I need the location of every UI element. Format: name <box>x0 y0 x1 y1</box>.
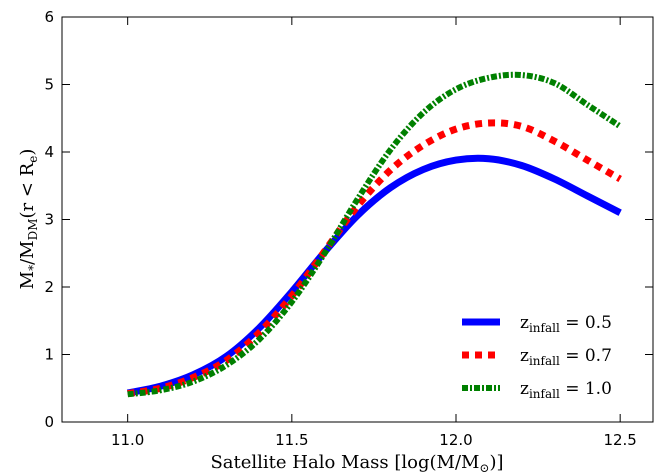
legend-label-2: zinfall = 1.0 <box>520 379 612 401</box>
legend-label-0: zinfall = 0.5 <box>520 313 612 335</box>
y-tick-label: 3 <box>44 211 54 229</box>
x-axis-label: Satellite Halo Mass [log(M/M⊙)] <box>210 452 503 474</box>
x-tick-label: 12.0 <box>439 431 472 449</box>
y-tick-label: 1 <box>44 346 54 364</box>
series-line-0 <box>126 154 622 397</box>
y-tick-label: 0 <box>44 413 54 431</box>
x-tick-label: 12.5 <box>603 431 636 449</box>
legend-label-1: zinfall = 0.7 <box>520 346 612 368</box>
y-tick-label: 6 <box>44 8 54 26</box>
x-tick-label: 11.0 <box>111 431 144 449</box>
y-tick-label: 4 <box>44 143 54 161</box>
y-axis-label: M*/MDM(r < Re) <box>17 149 40 290</box>
y-tick-label: 5 <box>44 76 54 94</box>
y-tick-label: 2 <box>44 278 54 296</box>
x-tick-label: 11.5 <box>275 431 308 449</box>
legend: zinfall = 0.5 zinfall = 0.7 zinfall = 1.0 <box>462 313 612 401</box>
series-line-2 <box>127 71 622 398</box>
